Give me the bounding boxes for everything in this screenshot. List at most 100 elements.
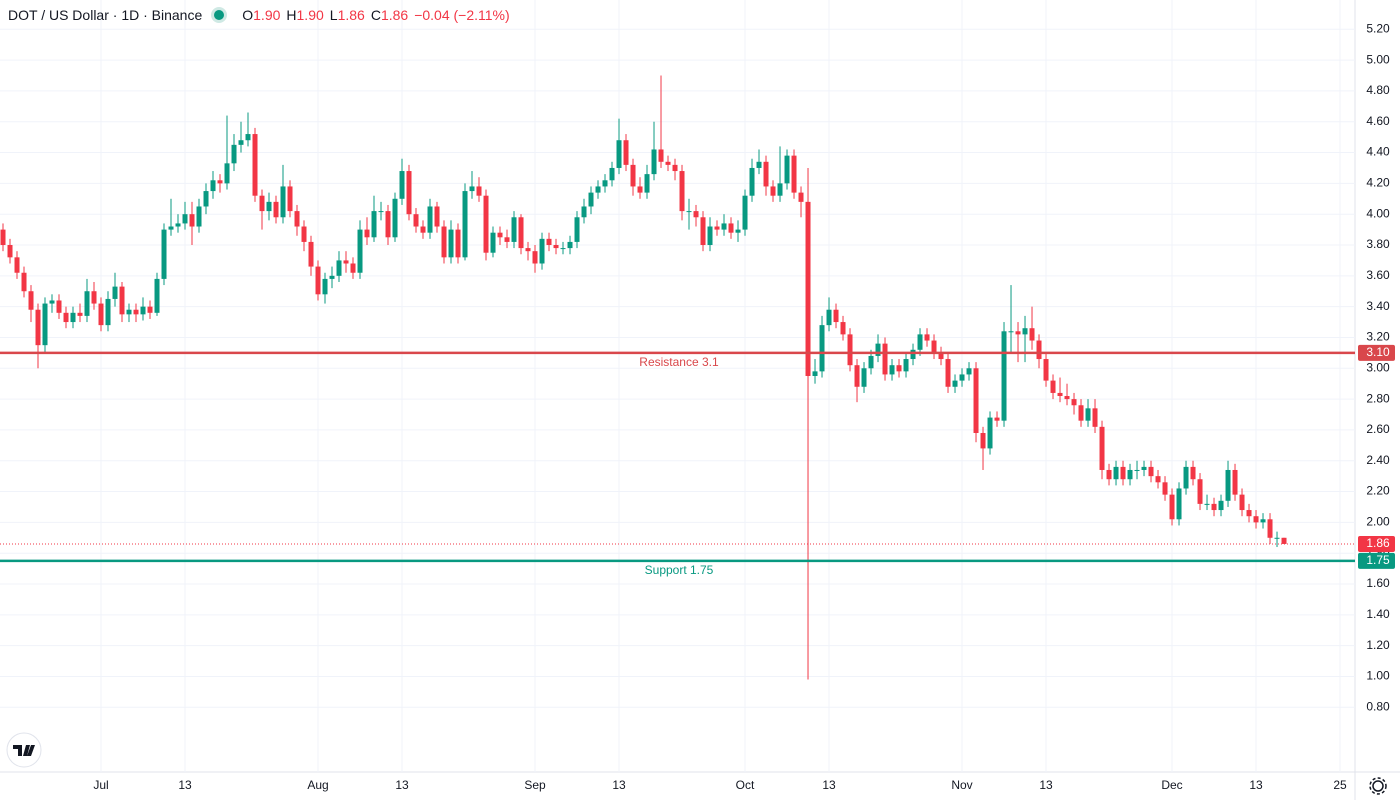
candle-body — [777, 183, 783, 196]
candle-body — [1197, 479, 1203, 504]
header: DOT / US Dollar · 1D · Binance O 1.90 H 1.… — [8, 7, 510, 23]
candle-body — [280, 186, 286, 218]
candle-body — [763, 161, 769, 187]
x-tick-label: Sep — [524, 778, 546, 792]
candle-body — [567, 241, 573, 249]
candle-body — [861, 368, 867, 387]
candle-body — [553, 245, 559, 249]
candle-body — [28, 291, 34, 310]
candle-body — [1001, 331, 1007, 421]
candle-body — [728, 223, 734, 233]
candle-body — [700, 217, 706, 246]
y-tick-label: 3.40 — [1366, 299, 1390, 313]
candle-body — [364, 229, 370, 238]
logo-circle[interactable] — [6, 732, 42, 768]
candle-body — [77, 312, 83, 316]
x-tick-label: Jul — [93, 778, 108, 792]
candle-body — [133, 309, 139, 315]
candle-body — [1274, 537, 1280, 539]
candle-body — [630, 164, 636, 187]
candle-body — [714, 226, 720, 230]
status-dot — [214, 10, 225, 20]
candle-body — [560, 248, 566, 250]
candle-body — [1281, 537, 1287, 544]
candle-body — [1099, 426, 1105, 470]
candle-body — [1106, 469, 1112, 480]
x-tick-label: 25 — [1333, 778, 1347, 792]
price-badge-label: 1.86 — [1366, 536, 1390, 550]
y-tick-label: 1.20 — [1366, 638, 1390, 652]
candle-body — [623, 140, 629, 165]
x-tick-label: 13 — [612, 778, 626, 792]
candle-body — [399, 171, 405, 199]
candle-body — [1267, 519, 1273, 538]
c-value: 1.86 — [380, 7, 409, 23]
candle-body — [371, 211, 377, 238]
candle-body — [966, 368, 972, 375]
candle-body — [952, 380, 958, 387]
candle-body — [238, 140, 244, 145]
candle-body — [84, 291, 90, 316]
candle-body — [1211, 503, 1217, 511]
candle-body — [273, 201, 279, 218]
candle-body — [1232, 469, 1238, 495]
gear-teeth[interactable] — [1369, 777, 1387, 795]
y-tick-label: 3.80 — [1366, 237, 1390, 251]
candle-body — [651, 149, 657, 175]
y-tick-label: 2.20 — [1366, 484, 1390, 498]
o-key: O — [242, 7, 254, 23]
logo-mark[interactable] — [13, 745, 35, 756]
candle-body — [42, 303, 48, 346]
x-tick-label: Nov — [951, 778, 972, 792]
candle-body — [147, 306, 153, 313]
candle-body — [637, 186, 643, 193]
y-tick-label: 1.00 — [1366, 669, 1390, 683]
candle-body — [420, 226, 426, 233]
change: −0.04 (−2.11%) — [414, 7, 510, 23]
candle-body — [1036, 340, 1042, 360]
gear[interactable] — [1372, 780, 1384, 792]
c-key: C — [370, 7, 381, 23]
candle-body — [189, 214, 195, 227]
candle-body — [525, 248, 531, 252]
x-tick-label: 13 — [395, 778, 409, 792]
symbol-title: DOT / US Dollar · 1D · Binance — [8, 7, 203, 23]
grid — [0, 0, 1355, 772]
x-tick-label: 13 — [1039, 778, 1053, 792]
candle-body — [644, 174, 650, 193]
candle-body — [7, 245, 13, 258]
candle-body — [1092, 408, 1098, 427]
candle-body — [175, 223, 181, 227]
tv-logo[interactable] — [6, 732, 42, 768]
candle-body — [14, 257, 20, 273]
candle-body — [1134, 469, 1140, 471]
candle-body — [217, 180, 223, 184]
candle-body — [406, 171, 412, 215]
o-value: 1.90 — [253, 7, 281, 23]
candle-body — [672, 164, 678, 172]
candle-body — [49, 300, 55, 304]
candle-body — [609, 167, 615, 181]
candle-body — [105, 298, 111, 326]
candle-body — [259, 195, 265, 212]
l-value: 1.86 — [337, 7, 365, 23]
candle-body — [1057, 392, 1063, 397]
candle-body — [1120, 466, 1126, 480]
candle-body — [574, 217, 580, 242]
candle-body — [357, 229, 363, 273]
candle-body — [392, 198, 398, 238]
candle-body — [63, 312, 69, 323]
candle-body — [938, 352, 944, 360]
settings-icon[interactable] — [1369, 777, 1387, 795]
y-tick-label: 1.40 — [1366, 607, 1390, 621]
candle-body — [756, 161, 762, 168]
candle-body — [126, 309, 132, 315]
candle-body — [476, 186, 482, 196]
candle-body — [875, 343, 881, 356]
candle-body — [448, 229, 454, 258]
candle-body — [595, 186, 601, 193]
y-tick-label: 4.00 — [1366, 206, 1390, 220]
candle-body — [826, 309, 832, 326]
